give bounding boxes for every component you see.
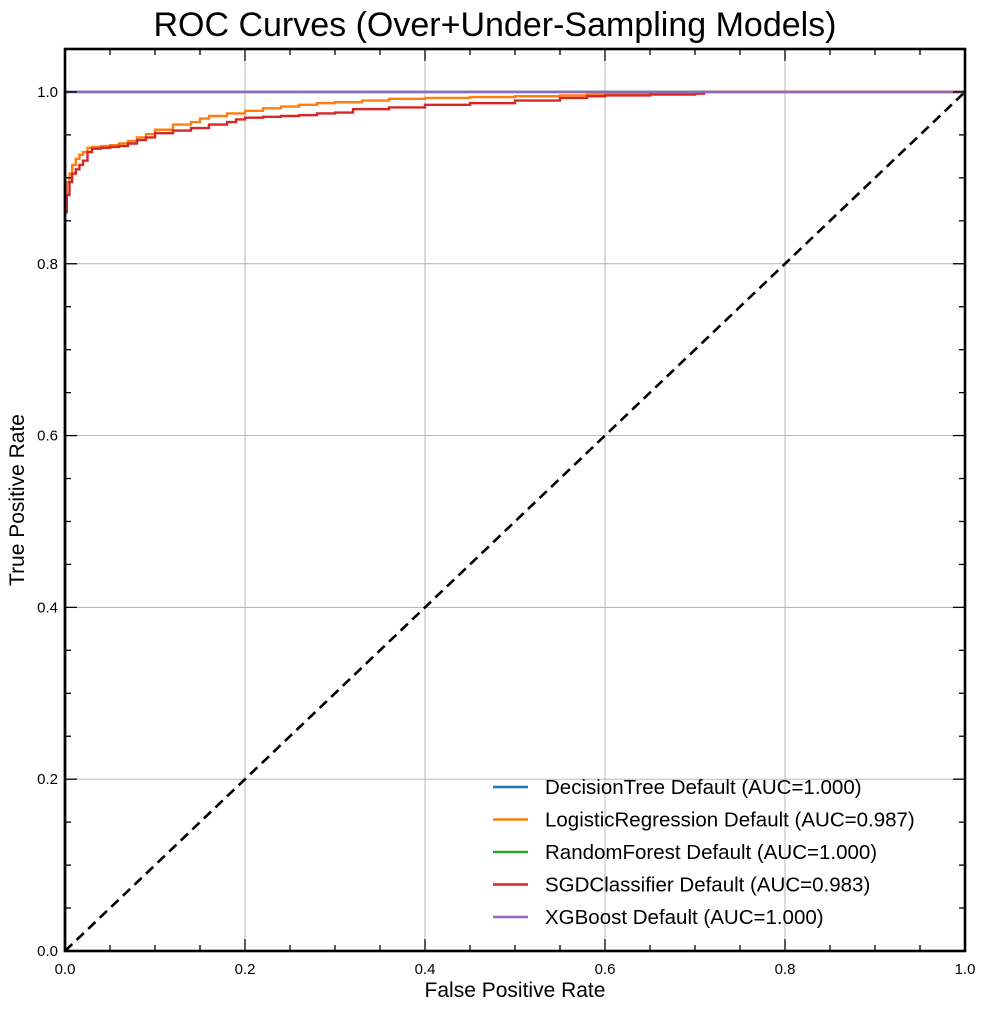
y-tick-label: 0.4 bbox=[37, 599, 58, 616]
x-tick-label: 0.4 bbox=[415, 961, 436, 978]
x-tick-label: 0.2 bbox=[235, 961, 256, 978]
legend-label-2: LogisticRegression Default (AUC=0.987) bbox=[545, 809, 915, 832]
y-axis-label: True Positive Rate bbox=[6, 414, 29, 586]
legend-label-1: DecisionTree Default (AUC=1.000) bbox=[545, 776, 862, 799]
y-tick-label: 0.8 bbox=[37, 256, 58, 273]
chart-title: ROC Curves (Over+Under-Sampling Models) bbox=[153, 6, 836, 44]
y-tick-label: 1.0 bbox=[37, 84, 58, 101]
x-tick-label: 0.8 bbox=[775, 961, 796, 978]
x-tick-label: 0.6 bbox=[595, 961, 616, 978]
roc-series-line-4 bbox=[65, 90, 965, 214]
y-tick-label: 0.2 bbox=[37, 771, 58, 788]
x-tick-label: 0.0 bbox=[55, 961, 76, 978]
x-axis-label: False Positive Rate bbox=[425, 979, 606, 1002]
legend: DecisionTree Default (AUC=1.000) Logistic… bbox=[493, 776, 915, 929]
roc-series-line-2 bbox=[65, 90, 965, 201]
y-tick-label: 0.0 bbox=[37, 943, 58, 960]
axes-layer: 0.0 0.2 0.4 0.6 0.8 1.0 0.0 0.2 0.4 0.6 0.8 1.0 bbox=[37, 47, 976, 978]
legend-label-4: SGDClassifier Default (AUC=0.983) bbox=[545, 874, 870, 897]
x-tick-label: 1.0 bbox=[955, 961, 976, 978]
legend-label-3: RandomForest Default (AUC=1.000) bbox=[545, 841, 877, 864]
y-tick-label: 0.6 bbox=[37, 428, 58, 445]
legend-label-5: XGBoost Default (AUC=1.000) bbox=[545, 906, 824, 929]
